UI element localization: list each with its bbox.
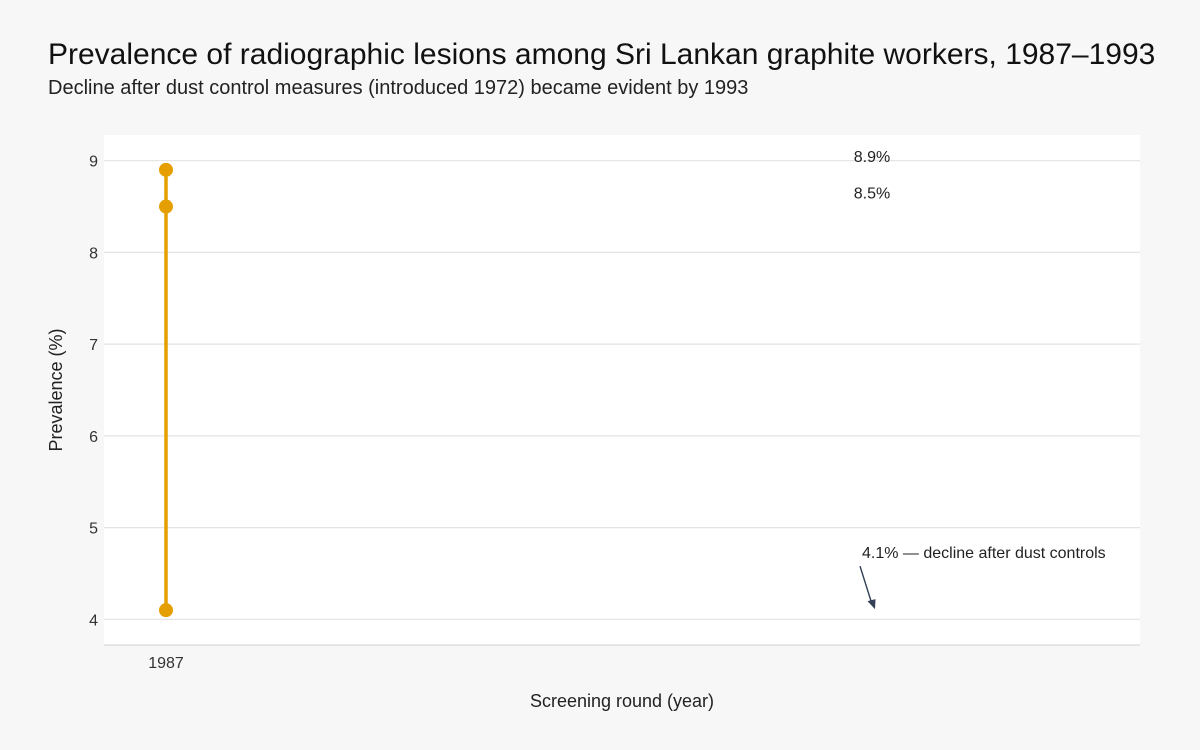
data-labels: 8.9% 8.5% <box>854 149 890 203</box>
y-tick-label: 4 <box>89 612 98 629</box>
x-axis-ticks: 1987 <box>148 655 184 672</box>
y-tick-label: 5 <box>89 521 98 538</box>
y-tick-label: 6 <box>89 429 98 446</box>
gridlines <box>104 160 1140 620</box>
annotation-arrow <box>859 565 873 605</box>
plot-area <box>104 135 1140 645</box>
series <box>159 162 173 618</box>
y-tick-label: 8 <box>89 245 98 262</box>
data-label: 8.9% <box>854 149 890 166</box>
y-axis-title: Prevalence (%) <box>46 328 66 451</box>
chart-title: Prevalence of radiographic lesions among… <box>48 38 1156 71</box>
y-tick-label: 9 <box>89 154 98 171</box>
data-label: 8.5% <box>854 186 890 203</box>
data-point <box>159 162 173 177</box>
annotation: 4.1% — decline after dust controls <box>859 545 1106 610</box>
x-axis-title: Screening round (year) <box>530 691 714 711</box>
data-point <box>159 603 173 618</box>
annotation-text: 4.1% — decline after dust controls <box>862 545 1106 562</box>
data-point <box>159 199 173 214</box>
y-tick-label: 7 <box>89 337 98 354</box>
annotation-arrowhead <box>867 599 876 610</box>
chart-subtitle: Decline after dust control measures (int… <box>48 77 749 99</box>
y-axis-ticks: 4 5 6 7 8 9 <box>89 154 98 630</box>
x-tick-label: 1987 <box>148 655 184 672</box>
